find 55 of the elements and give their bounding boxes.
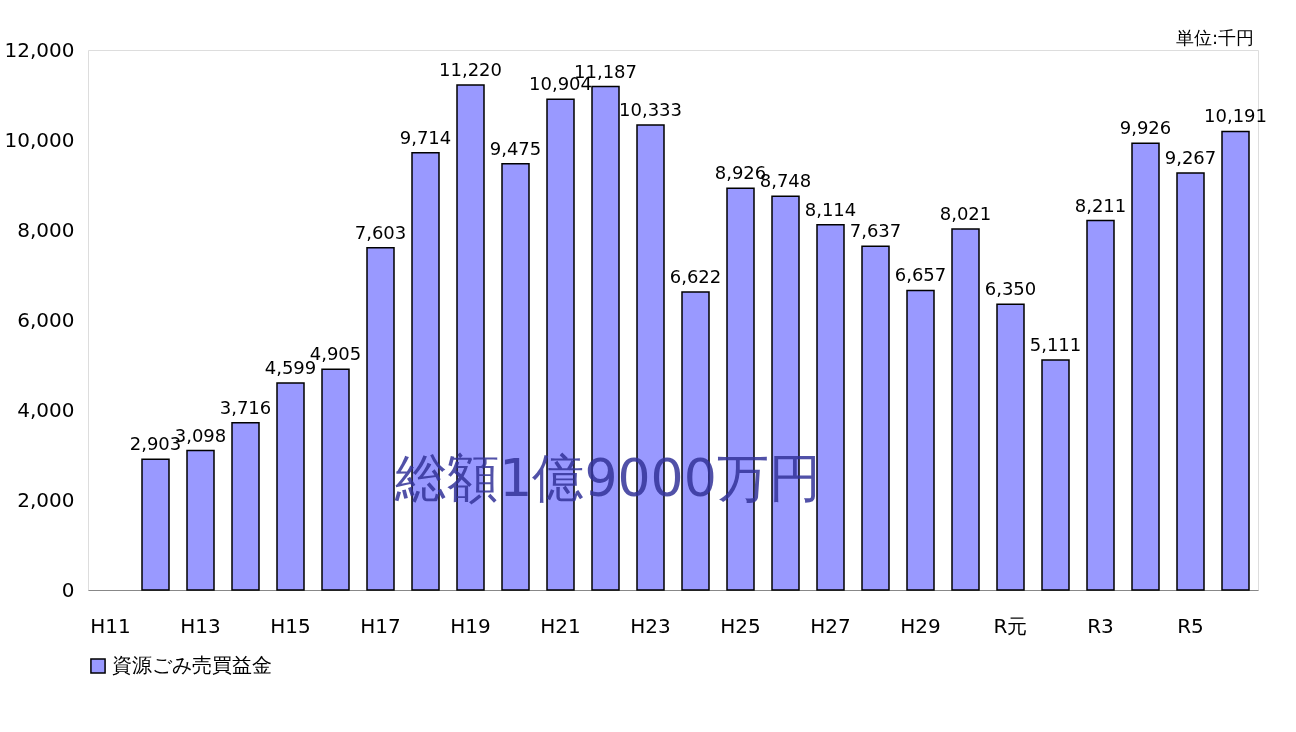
x-tick-label: R元 xyxy=(993,613,1028,638)
y-tick-label: 0 xyxy=(61,577,75,602)
data-label: 3,716 xyxy=(219,396,272,418)
x-tick-label: H17 xyxy=(360,613,401,638)
x-tick-label: H21 xyxy=(540,613,581,638)
bar xyxy=(996,303,1025,591)
y-tick-label: 2,000 xyxy=(17,487,75,512)
x-tick-label: H15 xyxy=(270,613,311,638)
bar xyxy=(276,382,305,591)
x-tick-label: H11 xyxy=(90,613,131,638)
bar xyxy=(366,247,395,591)
bar xyxy=(1131,142,1160,591)
x-tick-label: R3 xyxy=(1087,613,1114,638)
data-label: 9,267 xyxy=(1164,146,1217,168)
bar xyxy=(141,458,170,591)
legend-label: 資源ごみ売買益金 xyxy=(112,653,272,677)
data-label: 6,350 xyxy=(984,278,1037,300)
bar xyxy=(321,368,350,591)
data-label: 7,637 xyxy=(849,220,902,242)
data-label: 8,211 xyxy=(1074,194,1127,216)
data-label: 9,714 xyxy=(399,126,452,148)
bar xyxy=(1086,219,1115,591)
data-label: 8,021 xyxy=(939,203,992,225)
bar xyxy=(816,224,845,591)
y-tick-label: 12,000 xyxy=(4,37,75,62)
bar xyxy=(231,422,260,591)
x-tick-label: H19 xyxy=(450,613,491,638)
y-tick-label: 6,000 xyxy=(17,307,75,332)
x-tick-label: H25 xyxy=(720,613,761,638)
bar xyxy=(906,289,935,591)
data-label: 9,475 xyxy=(489,137,542,159)
data-label: 8,114 xyxy=(804,198,857,220)
data-label: 9,926 xyxy=(1119,117,1172,139)
bar xyxy=(1041,359,1070,591)
bar xyxy=(186,449,215,591)
bar xyxy=(1221,130,1250,591)
bar xyxy=(951,228,980,591)
text: 単位:千円 xyxy=(1175,27,1254,48)
x-tick-label: H23 xyxy=(630,613,671,638)
y-tick-label: 10,000 xyxy=(4,127,75,152)
data-label: 10,333 xyxy=(619,99,682,121)
x-tick-label: H27 xyxy=(810,613,851,638)
x-tick-label: H13 xyxy=(180,613,221,638)
data-label: 11,220 xyxy=(439,59,502,81)
bar xyxy=(861,245,890,591)
data-label: 6,622 xyxy=(669,266,722,288)
data-label: 10,191 xyxy=(1204,105,1267,127)
data-label: 6,657 xyxy=(894,264,947,286)
x-tick-label: R5 xyxy=(1177,613,1204,638)
data-label: 7,603 xyxy=(354,221,407,243)
data-label: 5,111 xyxy=(1029,334,1082,356)
x-tick-label: H29 xyxy=(900,613,941,638)
bar xyxy=(1176,172,1205,591)
y-tick-label: 4,000 xyxy=(17,397,75,422)
y-tick-label: 8,000 xyxy=(17,217,75,242)
